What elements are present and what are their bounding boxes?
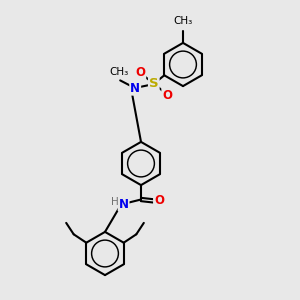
Text: CH₃: CH₃ xyxy=(109,67,128,77)
Text: H: H xyxy=(111,196,119,207)
Text: S: S xyxy=(149,77,159,90)
Text: O: O xyxy=(154,194,164,208)
Text: O: O xyxy=(162,88,172,102)
Text: N: N xyxy=(118,197,129,211)
Text: N: N xyxy=(130,82,140,95)
Text: O: O xyxy=(135,66,145,79)
Text: CH₃: CH₃ xyxy=(173,16,193,26)
